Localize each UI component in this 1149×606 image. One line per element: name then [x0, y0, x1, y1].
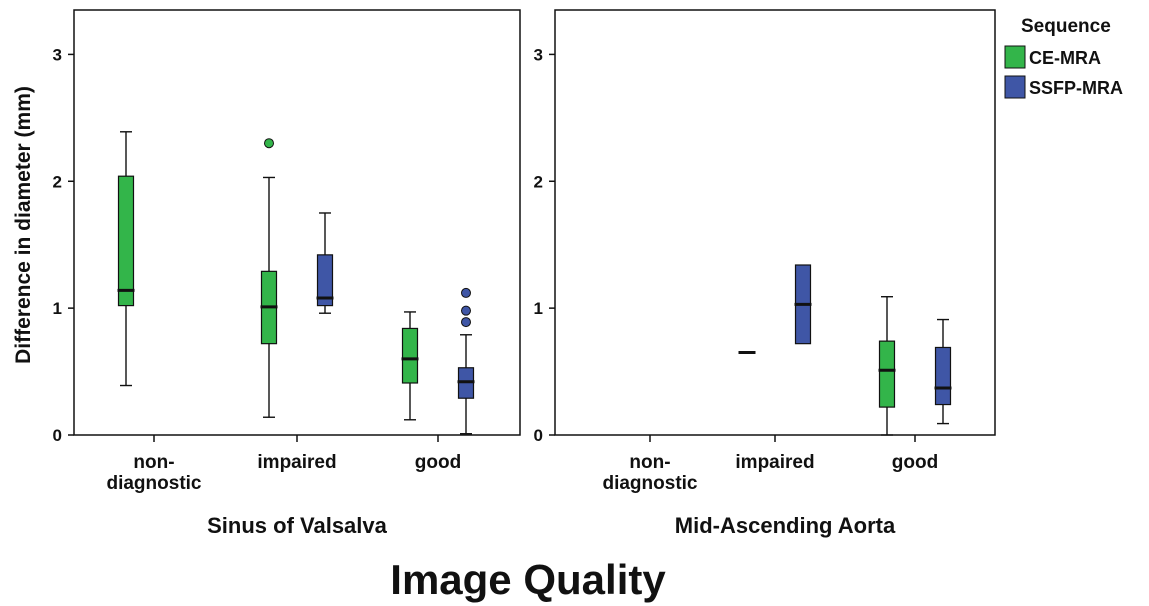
x-category-label: impaired	[735, 452, 814, 473]
x-category-label: diagnostic	[602, 473, 697, 494]
box-iqr	[878, 340, 896, 408]
box-ce-mra	[260, 138, 278, 418]
panel-title: Sinus of Valsalva	[207, 513, 388, 538]
panel-title: Mid-Ascending Aorta	[675, 513, 896, 538]
box-ce-mra	[117, 131, 135, 387]
y-tick-label: 0	[534, 426, 543, 445]
box-iqr	[117, 175, 135, 307]
box-ssfp-mra	[934, 318, 952, 425]
outlier-point	[461, 317, 471, 328]
panel-sinus-of-valsalva: 0 1 2 3 non-diagnostic impaired good Sinus of V…	[53, 45, 475, 538]
legend-swatch	[1004, 45, 1026, 69]
box-ssfp-mra	[794, 264, 812, 345]
x-axis-label: Image Quality	[390, 556, 666, 603]
legend-swatch	[1004, 75, 1026, 99]
x-category-label: diagnostic	[106, 473, 201, 494]
y-tick-label: 2	[53, 172, 62, 191]
y-tick-label: 2	[534, 172, 543, 191]
box-iqr	[316, 254, 334, 307]
panel-mid-ascending-aorta: 0 1 2 3 non-diagnostic impaired good Mid-Ascend…	[534, 45, 952, 538]
box-ce-mra	[401, 311, 419, 421]
x-category-label: impaired	[257, 452, 336, 473]
box-ssfp-mra	[457, 287, 475, 435]
outlier-point	[461, 305, 471, 316]
box-ce-mra	[878, 296, 896, 436]
plot-frame	[554, 9, 996, 436]
y-axis-label: Difference in diameter (mm)	[12, 86, 35, 364]
x-category-label: good	[415, 452, 461, 473]
y-tick-label: 1	[53, 299, 62, 318]
y-tick-label: 3	[53, 45, 62, 64]
y-tick-label: 3	[534, 45, 543, 64]
legend-title: Sequence	[1021, 16, 1111, 37]
outlier-point	[461, 287, 471, 298]
legend-item-label: CE-MRA	[1029, 48, 1101, 68]
plot-frame	[73, 9, 521, 436]
y-tick-label: 0	[53, 426, 62, 445]
x-category-label: good	[892, 452, 938, 473]
box-iqr	[934, 346, 952, 406]
box-iqr	[401, 327, 419, 384]
x-category-label: non-	[133, 452, 174, 473]
y-tick-label: 1	[534, 299, 543, 318]
legend-item-label: SSFP-MRA	[1029, 78, 1123, 98]
x-category-label: non-	[629, 452, 670, 473]
box-ssfp-mra	[316, 212, 334, 314]
outlier-point	[264, 138, 274, 149]
legend: Sequence CE-MRA SSFP-MRA	[1004, 16, 1123, 99]
